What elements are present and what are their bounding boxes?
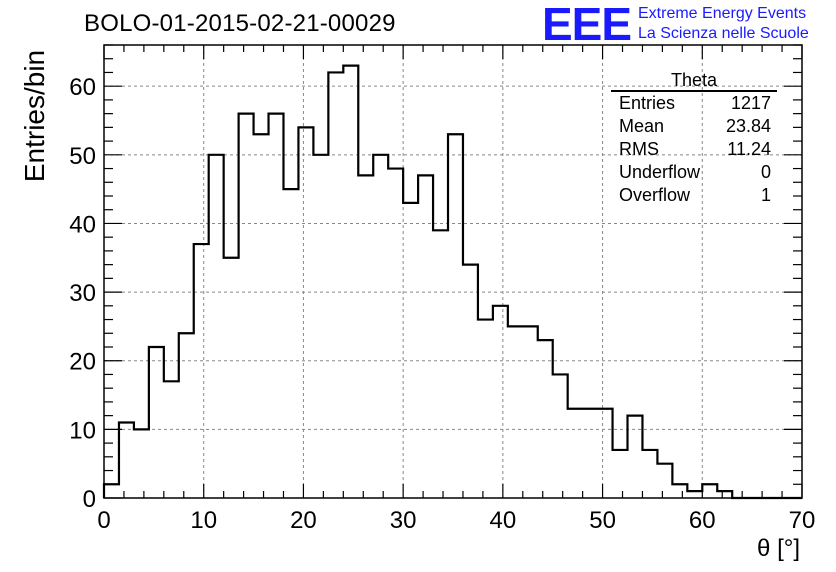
stats-value: 1 (760, 185, 771, 205)
chart-title: BOLO-01-2015-02-21-00029 (84, 10, 396, 37)
stats-label: Underflow (619, 162, 701, 182)
stats-value: 23.84 (725, 116, 771, 136)
logo-line-2: La Scienza nelle Scuole (638, 25, 809, 42)
stats-label: Entries (619, 93, 676, 113)
y-tick-label: 30 (69, 280, 96, 307)
y-tick-label: 20 (69, 349, 96, 376)
stats-row: Mean 23.84 (611, 115, 777, 138)
stats-row: Entries 1217 (611, 92, 777, 115)
stats-value: 1217 (730, 93, 771, 113)
stats-row: RMS 11.24 (611, 138, 777, 161)
stats-value: 0 (760, 162, 771, 182)
logo-caption: Extreme Energy Events La Scienza nelle S… (638, 4, 809, 44)
stats-label: Mean (619, 116, 665, 136)
logo-line-1: Extreme Energy Events (638, 5, 807, 22)
plot-frame (103, 44, 803, 499)
stats-label: RMS (619, 139, 659, 159)
histogram-series (102, 64, 802, 500)
stats-value: 11.24 (727, 139, 771, 159)
x-tick-label: 20 (290, 507, 317, 534)
x-tick-label: 40 (490, 507, 517, 534)
x-tick-label: 10 (190, 507, 217, 534)
y-tick-label: 0 (83, 486, 96, 513)
y-tick-label: 50 (69, 143, 96, 170)
stats-label: Overflow (619, 185, 691, 205)
y-tick-label: 60 (69, 74, 96, 101)
stats-row: Underflow 0 (611, 161, 777, 184)
eee-logo: EEE (542, 0, 632, 50)
x-tick-label: 70 (789, 507, 816, 534)
stats-row: Overflow 1 (611, 184, 777, 207)
x-axis-label: θ [°] (757, 535, 800, 562)
stats-box: Theta Entries 1217 Mean 23.84 RMS 11.24 Und… (611, 70, 777, 207)
y-tick-label: 40 (69, 211, 96, 238)
x-tick-label: 30 (390, 507, 417, 534)
x-tick-label: 60 (689, 507, 716, 534)
y-tick-label: 10 (69, 417, 96, 444)
x-tick-label: 0 (97, 507, 110, 534)
x-tick-label: 50 (589, 507, 616, 534)
stats-title: Theta (611, 70, 777, 92)
